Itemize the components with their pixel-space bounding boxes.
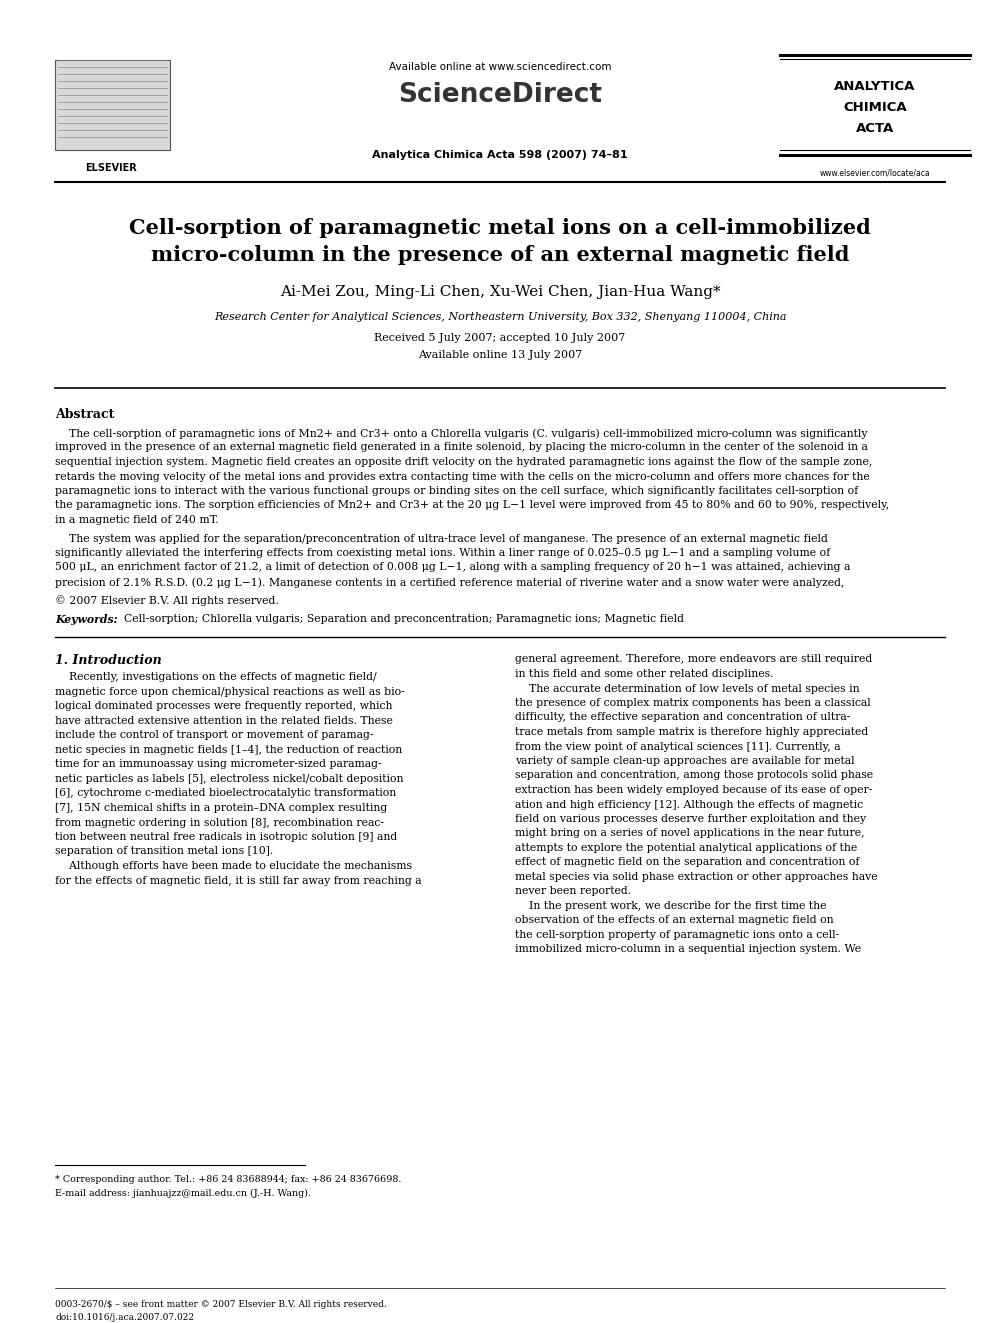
Text: extraction has been widely employed because of its ease of oper-: extraction has been widely employed beca… — [515, 785, 872, 795]
Text: the presence of complex matrix components has been a classical: the presence of complex matrix component… — [515, 699, 871, 708]
Text: Available online at www.sciencedirect.com: Available online at www.sciencedirect.co… — [389, 62, 611, 71]
Text: Ai-Mei Zou, Ming-Li Chen, Xu-Wei Chen, Jian-Hua Wang*: Ai-Mei Zou, Ming-Li Chen, Xu-Wei Chen, J… — [280, 284, 720, 299]
Text: The cell-sorption of paramagnetic ions of Mn2+ and Cr3+ onto a Chlorella vulgari: The cell-sorption of paramagnetic ions o… — [55, 429, 867, 438]
Text: E-mail address: jianhuajzz@mail.edu.cn (J.-H. Wang).: E-mail address: jianhuajzz@mail.edu.cn (… — [55, 1189, 311, 1199]
Text: magnetic force upon chemical/physical reactions as well as bio-: magnetic force upon chemical/physical re… — [55, 687, 405, 697]
Text: Cell-sorption; Chlorella vulgaris; Separation and preconcentration; Paramagnetic: Cell-sorption; Chlorella vulgaris; Separ… — [117, 614, 684, 624]
Text: time for an immunoassay using micrometer-sized paramag-: time for an immunoassay using micrometer… — [55, 759, 382, 770]
Text: separation of transition metal ions [10].: separation of transition metal ions [10]… — [55, 847, 273, 856]
Text: ANALYTICA: ANALYTICA — [834, 79, 916, 93]
Text: logical dominated processes were frequently reported, which: logical dominated processes were frequen… — [55, 701, 393, 712]
Text: ELSEVIER: ELSEVIER — [85, 163, 137, 173]
Text: trace metals from sample matrix is therefore highly appreciated: trace metals from sample matrix is there… — [515, 728, 868, 737]
Text: might bring on a series of novel applications in the near future,: might bring on a series of novel applica… — [515, 828, 865, 839]
Text: CHIMICA: CHIMICA — [843, 101, 907, 114]
Text: tion between neutral free radicals in isotropic solution [9] and: tion between neutral free radicals in is… — [55, 832, 397, 841]
Text: The system was applied for the separation/preconcentration of ultra-trace level : The system was applied for the separatio… — [55, 533, 828, 544]
Text: separation and concentration, among those protocols solid phase: separation and concentration, among thos… — [515, 770, 873, 781]
Text: effect of magnetic field on the separation and concentration of: effect of magnetic field on the separati… — [515, 857, 859, 868]
Text: attempts to explore the potential analytical applications of the: attempts to explore the potential analyt… — [515, 843, 857, 853]
Text: Keywords:: Keywords: — [55, 614, 118, 624]
Text: www.elsevier.com/locate/aca: www.elsevier.com/locate/aca — [819, 168, 930, 177]
Text: difficulty, the effective separation and concentration of ultra-: difficulty, the effective separation and… — [515, 713, 850, 722]
Text: Cell-sorption of paramagnetic metal ions on a cell-immobilized: Cell-sorption of paramagnetic metal ions… — [129, 218, 871, 238]
Text: general agreement. Therefore, more endeavors are still required: general agreement. Therefore, more endea… — [515, 655, 872, 664]
Text: significantly alleviated the interfering effects from coexisting metal ions. Wit: significantly alleviated the interfering… — [55, 548, 830, 558]
Text: from magnetic ordering in solution [8], recombination reac-: from magnetic ordering in solution [8], … — [55, 818, 384, 827]
Text: paramagnetic ions to interact with the various functional groups or binding site: paramagnetic ions to interact with the v… — [55, 486, 858, 496]
Text: metal species via solid phase extraction or other approaches have: metal species via solid phase extraction… — [515, 872, 878, 882]
Text: ScienceDirect: ScienceDirect — [398, 82, 602, 108]
Text: ACTA: ACTA — [856, 122, 894, 135]
Text: In the present work, we describe for the first time the: In the present work, we describe for the… — [515, 901, 826, 912]
Text: Research Center for Analytical Sciences, Northeastern University, Box 332, Sheny: Research Center for Analytical Sciences,… — [213, 312, 787, 321]
Text: improved in the presence of an external magnetic field generated in a finite sol: improved in the presence of an external … — [55, 442, 868, 452]
Text: field on various processes deserve further exploitation and they: field on various processes deserve furth… — [515, 814, 866, 824]
Text: precision of 2.1% R.S.D. (0.2 μg L−1). Manganese contents in a certified referen: precision of 2.1% R.S.D. (0.2 μg L−1). M… — [55, 577, 844, 587]
Text: variety of sample clean-up approaches are available for metal: variety of sample clean-up approaches ar… — [515, 755, 855, 766]
Text: Analytica Chimica Acta 598 (2007) 74–81: Analytica Chimica Acta 598 (2007) 74–81 — [372, 149, 628, 160]
Text: observation of the effects of an external magnetic field on: observation of the effects of an externa… — [515, 916, 833, 926]
Text: 1. Introduction: 1. Introduction — [55, 655, 162, 668]
Text: never been reported.: never been reported. — [515, 886, 631, 897]
Text: retards the moving velocity of the metal ions and provides extra contacting time: retards the moving velocity of the metal… — [55, 471, 870, 482]
FancyBboxPatch shape — [55, 60, 170, 149]
Text: have attracted extensive attention in the related fields. These: have attracted extensive attention in th… — [55, 716, 393, 726]
Text: ation and high efficiency [12]. Although the effects of magnetic: ation and high efficiency [12]. Although… — [515, 799, 863, 810]
Text: the paramagnetic ions. The sorption efficiencies of Mn2+ and Cr3+ at the 20 μg L: the paramagnetic ions. The sorption effi… — [55, 500, 889, 511]
Text: Abstract: Abstract — [55, 407, 114, 421]
Text: from the view point of analytical sciences [11]. Currently, a: from the view point of analytical scienc… — [515, 741, 840, 751]
Text: [7], 15N chemical shifts in a protein–DNA complex resulting: [7], 15N chemical shifts in a protein–DN… — [55, 803, 387, 814]
Text: © 2007 Elsevier B.V. All rights reserved.: © 2007 Elsevier B.V. All rights reserved… — [55, 595, 279, 606]
Text: The accurate determination of low levels of metal species in: The accurate determination of low levels… — [515, 684, 860, 693]
Text: 0003-2670/$ – see front matter © 2007 Elsevier B.V. All rights reserved.: 0003-2670/$ – see front matter © 2007 El… — [55, 1301, 387, 1308]
Text: [6], cytochrome c-mediated bioelectrocatalytic transformation: [6], cytochrome c-mediated bioelectrocat… — [55, 789, 396, 799]
Text: Recently, investigations on the effects of magnetic field/: Recently, investigations on the effects … — [55, 672, 377, 683]
Text: 500 μL, an enrichment factor of 21.2, a limit of detection of 0.008 μg L−1, alon: 500 μL, an enrichment factor of 21.2, a … — [55, 562, 850, 573]
Text: Received 5 July 2007; accepted 10 July 2007: Received 5 July 2007; accepted 10 July 2… — [374, 333, 626, 343]
Text: Available online 13 July 2007: Available online 13 July 2007 — [418, 351, 582, 360]
Text: in a magnetic field of 240 mT.: in a magnetic field of 240 mT. — [55, 515, 218, 525]
Text: * Corresponding author. Tel.: +86 24 83688944; fax: +86 24 83676698.: * Corresponding author. Tel.: +86 24 836… — [55, 1175, 402, 1184]
Text: netic particles as labels [5], electroless nickel/cobalt deposition: netic particles as labels [5], electrole… — [55, 774, 404, 785]
Text: sequential injection system. Magnetic field creates an opposite drift velocity o: sequential injection system. Magnetic fi… — [55, 456, 872, 467]
Text: micro-column in the presence of an external magnetic field: micro-column in the presence of an exter… — [151, 245, 849, 265]
Text: netic species in magnetic fields [1–4], the reduction of reaction: netic species in magnetic fields [1–4], … — [55, 745, 402, 755]
Text: doi:10.1016/j.aca.2007.07.022: doi:10.1016/j.aca.2007.07.022 — [55, 1312, 194, 1322]
Text: the cell-sorption property of paramagnetic ions onto a cell-: the cell-sorption property of paramagnet… — [515, 930, 839, 941]
Text: immobilized micro-column in a sequential injection system. We: immobilized micro-column in a sequential… — [515, 945, 861, 954]
Text: in this field and some other related disciplines.: in this field and some other related dis… — [515, 669, 774, 679]
Text: include the control of transport or movement of paramag-: include the control of transport or move… — [55, 730, 374, 741]
Text: Although efforts have been made to elucidate the mechanisms: Although efforts have been made to eluci… — [55, 861, 412, 871]
Text: for the effects of magnetic field, it is still far away from reaching a: for the effects of magnetic field, it is… — [55, 876, 422, 885]
